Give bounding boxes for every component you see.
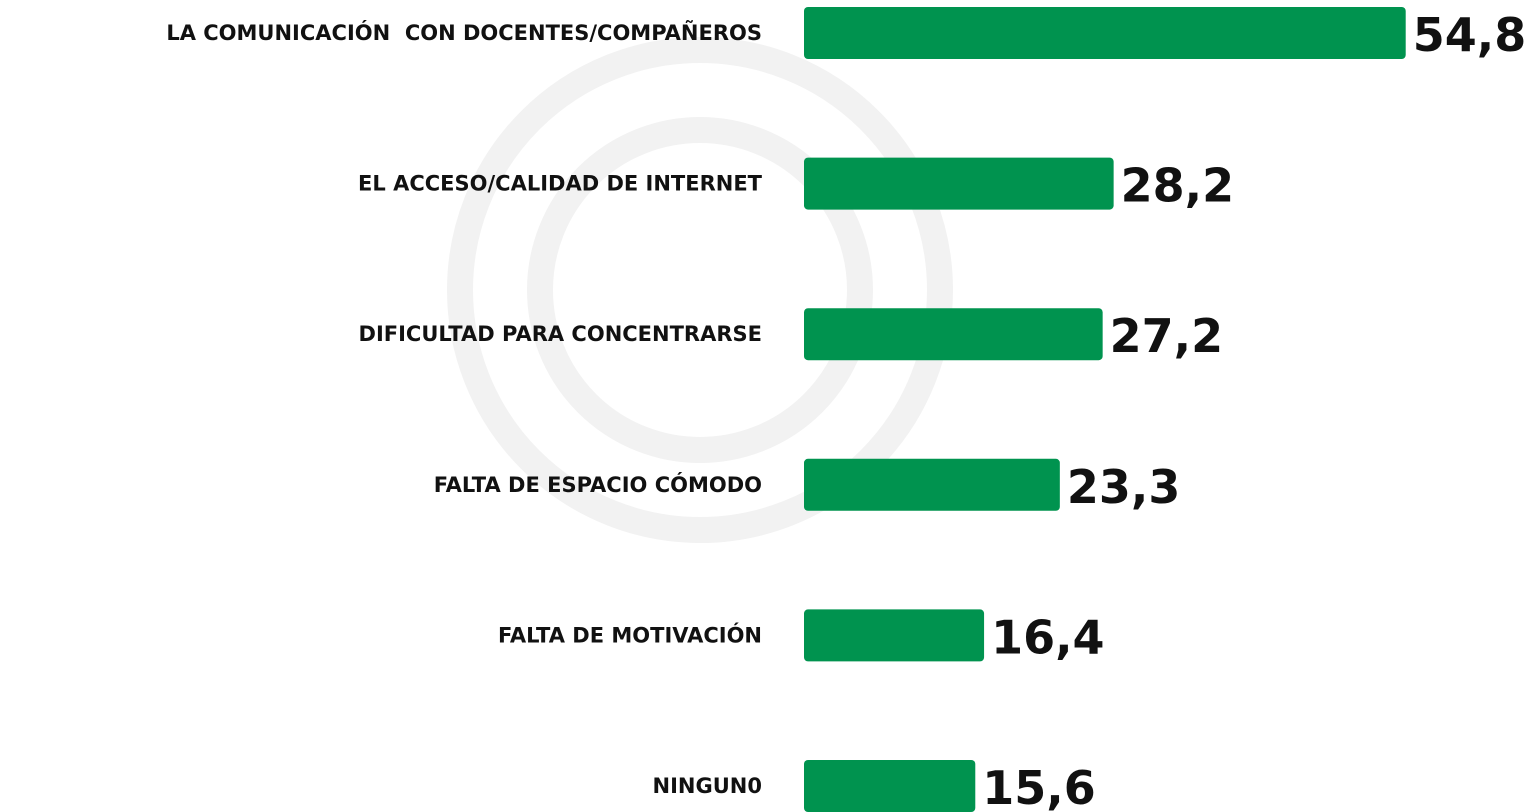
bar [804,7,1406,59]
category-label: DIFICULTAD PARA CONCENTRARSE [359,322,762,346]
category-label: NINGUN0 [653,774,762,798]
category-label: FALTA DE ESPACIO CÓMODO [434,472,762,497]
bar [804,609,985,662]
bar [804,760,976,812]
value-label: 23,3 [1067,460,1181,514]
value-label: 16,4 [991,610,1105,664]
watermark [447,37,953,543]
value-label: 15,6 [982,761,1096,812]
category-label: LA COMUNICACIÓN CON DOCENTES/COMPAÑEROS [166,20,762,45]
bar [804,308,1103,361]
category-label: FALTA DE MOTIVACIÓN [498,622,762,647]
category-label: EL ACCESO/CALIDAD DE INTERNET [358,172,763,196]
value-label: 27,2 [1110,309,1224,363]
value-label: 54,8 [1413,8,1527,62]
bar [804,458,1060,511]
bar [804,157,1114,210]
value-label: 28,2 [1121,159,1235,213]
